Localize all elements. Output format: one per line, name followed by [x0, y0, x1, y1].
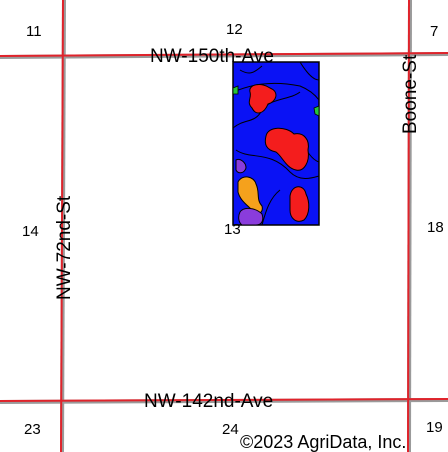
copyright-notice: ©2023 AgriData, Inc.: [240, 432, 406, 452]
soil-unit-red[interactable]: [248, 84, 277, 114]
section-number: 23: [24, 421, 41, 438]
soil-unit-green[interactable]: [313, 105, 320, 117]
road-label-boone-st: Boone-St: [400, 54, 421, 134]
soil-unit-red[interactable]: [289, 186, 310, 222]
road-label-nw-150th-ave: NW-150th-Ave: [150, 46, 274, 67]
road-nw-142nd-ave: [0, 398, 448, 402]
road-label-nw-142nd-ave: NW-142nd-Ave: [144, 391, 273, 412]
soil-unit-purple[interactable]: [235, 159, 247, 174]
soil-unit-purple[interactable]: [238, 207, 264, 226]
section-number: 18: [427, 219, 444, 236]
soil-unit-green[interactable]: [232, 85, 239, 95]
section-number: 11: [26, 23, 42, 40]
section-number: 12: [226, 21, 243, 38]
section-number: 24: [222, 421, 239, 438]
section-number: 7: [430, 23, 438, 40]
soil-unit-orange[interactable]: [237, 176, 263, 214]
road-label-nw-72nd-st: NW-72nd-St: [54, 195, 75, 300]
soil-unit-red[interactable]: [264, 127, 309, 171]
road-boone-st: [407, 0, 410, 452]
section-number: 13: [224, 221, 241, 238]
section-number: 14: [22, 223, 39, 240]
road-nw-72nd-st: [60, 0, 64, 452]
road-nw-150th-ave: [0, 52, 448, 57]
section-number: 19: [426, 419, 443, 436]
field-boundary[interactable]: [232, 61, 320, 226]
